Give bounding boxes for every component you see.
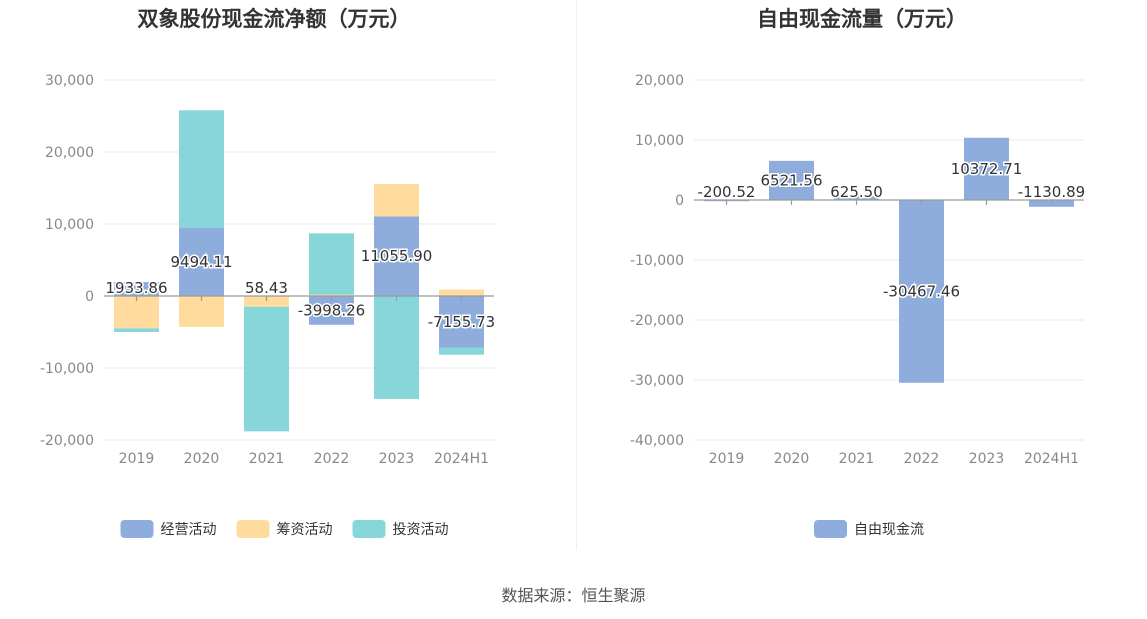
panel-divider <box>576 0 577 550</box>
y-tick-label: -40,000 <box>630 433 684 449</box>
bar-自由现金流-2021[interactable] <box>834 196 879 200</box>
data-label: -1130.89 <box>1018 183 1085 201</box>
x-tick-label: 2021 <box>839 451 875 467</box>
bar-经营活动-2020[interactable] <box>179 227 224 296</box>
bar-经营活动-2023[interactable] <box>374 216 419 296</box>
bar-经营活动-2019[interactable] <box>114 282 159 296</box>
x-tick-label: 2019 <box>119 451 155 467</box>
x-tick-label: 2024H1 <box>1024 451 1079 467</box>
left-chart: 30,000 20,000 10,000 0 -10,000 -20,000 2019 202… <box>40 73 497 538</box>
x-tick-label: 2021 <box>249 451 285 467</box>
data-label: 1933.86 <box>105 279 167 297</box>
bar-筹资活动-2023[interactable] <box>374 183 419 217</box>
bar-投资活动-2021[interactable] <box>244 306 289 432</box>
left-chart-title: 双象股份现金流净额（万元） <box>138 7 411 31</box>
right-chart: 20,000 10,000 0 -10,000 -20,000 -30,000 -40,00… <box>630 73 1087 538</box>
legend-swatch <box>236 520 270 538</box>
x-tick-label: 2022 <box>904 451 940 467</box>
legend-label: 筹资活动 <box>277 521 333 538</box>
y-tick-label: -10,000 <box>40 361 94 377</box>
data-label: 9494.11 <box>170 253 232 271</box>
data-source-note: 数据来源：恒生聚源 <box>501 586 646 605</box>
bar-自由现金流-2020[interactable] <box>769 160 814 200</box>
legend-item-筹资活动[interactable]: 筹资活动 <box>236 520 333 538</box>
y-tick-label: 20,000 <box>635 73 684 89</box>
data-label: 6521.56 <box>760 171 822 189</box>
y-tick-label: 10,000 <box>45 217 94 233</box>
bar-筹资活动-2021[interactable] <box>244 296 289 307</box>
bar-投资活动-2020[interactable] <box>179 110 224 228</box>
y-tick-label: -10,000 <box>630 253 684 269</box>
x-tick-label: 2022 <box>314 451 350 467</box>
y-tick-label: 10,000 <box>635 133 684 149</box>
bar-投资活动-2023[interactable] <box>374 296 419 399</box>
y-tick-label: -20,000 <box>630 313 684 329</box>
bar-投资活动-2019[interactable] <box>114 328 159 332</box>
x-tick-label: 2020 <box>774 451 810 467</box>
y-tick-label: -30,000 <box>630 373 684 389</box>
legend-swatch <box>814 520 847 538</box>
bar-筹资活动-2022[interactable] <box>309 294 354 296</box>
x-tick-label: 2019 <box>709 451 745 467</box>
data-label: -7155.73 <box>428 313 495 331</box>
y-tick-label: 0 <box>675 193 684 209</box>
data-label: -3998.26 <box>298 301 365 319</box>
bar-自由现金流-2023[interactable] <box>964 137 1009 200</box>
cash-flow-charts: 双象股份现金流净额（万元） 自由现金流量（万元） 30,000 20,000 10,… <box>40 7 1087 538</box>
bar-筹资活动-2020[interactable] <box>179 296 224 327</box>
right-chart-title: 自由现金流量（万元） <box>757 7 967 31</box>
x-tick-label: 2023 <box>969 451 1005 467</box>
x-tick-label: 2020 <box>184 451 220 467</box>
data-label: 10372.71 <box>951 160 1023 178</box>
data-label: -30467.46 <box>883 282 960 300</box>
bar-投资活动-2022[interactable] <box>309 233 354 295</box>
y-tick-label: 0 <box>85 289 94 305</box>
data-label: 58.43 <box>245 279 288 297</box>
x-tick-label: 2024H1 <box>434 451 489 467</box>
y-tick-label: 20,000 <box>45 145 94 161</box>
legend-swatch <box>352 520 386 538</box>
bar-投资活动-2024H1[interactable] <box>439 347 484 355</box>
legend-swatch <box>120 520 154 538</box>
legend-label: 投资活动 <box>393 522 449 538</box>
y-tick-label: 30,000 <box>45 73 94 89</box>
legend-label: 自由现金流 <box>854 522 924 538</box>
bar-经营活动-2024H1[interactable] <box>439 296 484 348</box>
data-label: -200.52 <box>698 183 756 201</box>
bar-筹资活动-2019[interactable] <box>114 296 159 329</box>
legend-item-自由现金流[interactable]: 自由现金流 <box>814 520 924 538</box>
bar-自由现金流-2022[interactable] <box>899 200 944 383</box>
bar-筹资活动-2024H1[interactable] <box>439 289 484 296</box>
data-label: 625.50 <box>830 183 883 201</box>
legend-label: 经营活动 <box>161 522 217 538</box>
legend-item-投资活动[interactable]: 投资活动 <box>352 520 449 538</box>
x-tick-label: 2023 <box>379 451 415 467</box>
data-label: 11055.90 <box>361 247 433 265</box>
legend-item-经营活动[interactable]: 经营活动 <box>120 520 217 538</box>
y-tick-label: -20,000 <box>40 433 94 449</box>
